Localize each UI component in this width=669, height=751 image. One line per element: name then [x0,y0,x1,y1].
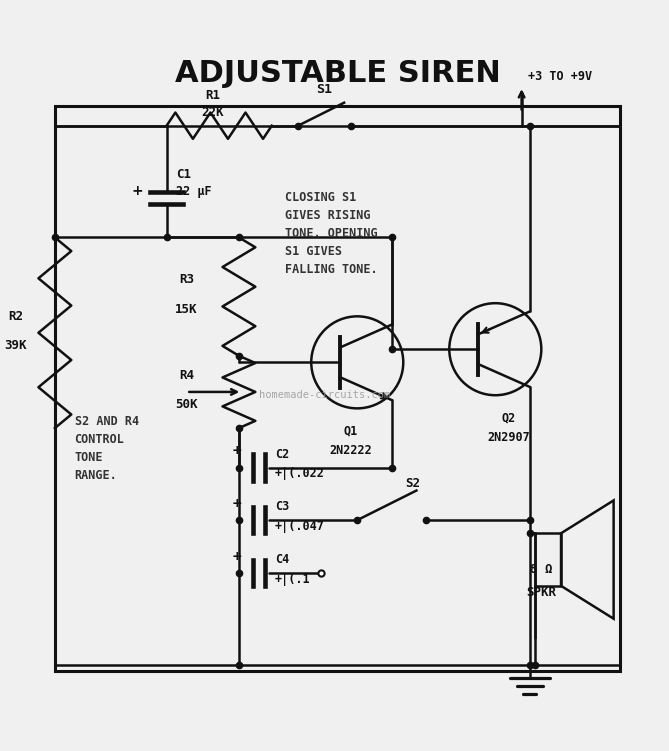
Text: +3 TO +9V: +3 TO +9V [528,70,592,83]
Text: 22 μF: 22 μF [177,185,212,198]
Text: homemade-circuits.com: homemade-circuits.com [259,391,390,400]
Text: S2 AND R4
CONTROL
TONE
RANGE.: S2 AND R4 CONTROL TONE RANGE. [74,415,138,482]
Text: +: + [231,497,242,510]
Text: R1: R1 [205,89,220,102]
Text: +|(.047: +|(.047 [275,520,325,533]
Text: +: + [132,184,144,198]
Text: +|(.022: +|(.022 [275,467,325,481]
Text: +|(.1: +|(.1 [275,572,310,586]
Text: C3: C3 [275,500,289,513]
Text: SPKR: SPKR [527,586,557,599]
Text: +: + [231,445,242,457]
Text: 2N2907: 2N2907 [487,431,530,445]
Text: 39K: 39K [4,339,27,352]
Text: 22K: 22K [201,106,224,119]
Text: C1: C1 [177,168,191,181]
Text: 15K: 15K [175,303,197,316]
Text: 2N2222: 2N2222 [329,445,372,457]
Text: R2: R2 [8,309,23,323]
Text: 8 Ω: 8 Ω [530,562,553,576]
Text: R3: R3 [179,273,194,286]
Text: Q1: Q1 [344,424,358,438]
Text: R4: R4 [179,369,194,382]
Text: S1: S1 [316,83,332,96]
Text: C4: C4 [275,553,289,566]
Text: C2: C2 [275,448,289,460]
Text: CLOSING S1
GIVES RISING
TONE. OPENING
S1 GIVES
FALLING TONE.: CLOSING S1 GIVES RISING TONE. OPENING S1… [285,192,377,276]
Text: Q2: Q2 [501,412,516,424]
Text: +: + [231,550,242,562]
Text: ADJUSTABLE SIREN: ADJUSTABLE SIREN [175,59,500,88]
Text: 50K: 50K [175,398,197,412]
Text: S2: S2 [405,477,421,490]
